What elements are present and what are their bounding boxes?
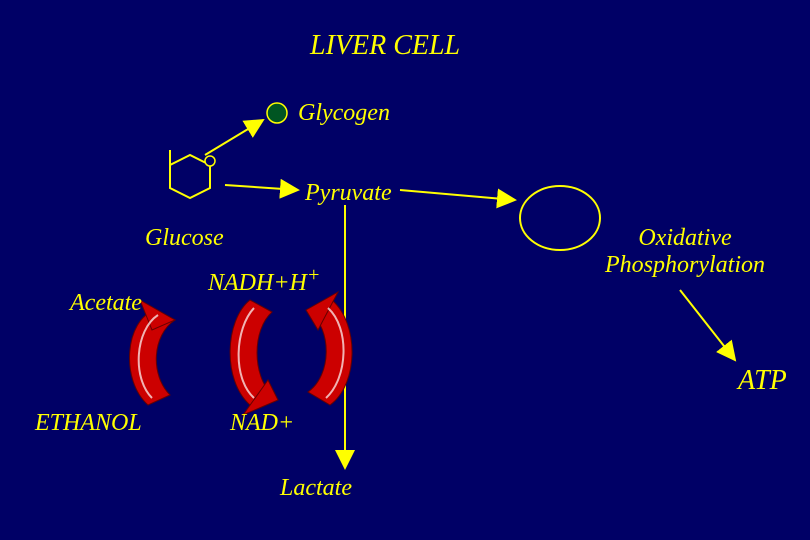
lactate-label: Lactate bbox=[280, 475, 352, 502]
pyruvate-label: Pyruvate bbox=[305, 180, 392, 207]
acetate-label: Acetate bbox=[70, 290, 142, 317]
nadh-label: NADH+H+ bbox=[208, 264, 320, 297]
ethanol-label: ETHANOL bbox=[35, 410, 142, 437]
title-label: LIVER CELL bbox=[310, 30, 460, 62]
pyruvate-to-oxphos bbox=[400, 190, 515, 200]
diagram-stage: LIVER CELL Glycogen Pyruvate Glucose NAD… bbox=[0, 0, 810, 540]
glucose-to-glycogen bbox=[205, 120, 263, 155]
nad-label: NAD+ bbox=[230, 410, 294, 437]
oxidative-phosphorylation-label: OxidativePhosphorylation bbox=[605, 225, 765, 279]
glucose-label: Glucose bbox=[145, 225, 224, 252]
atp-label: ATP bbox=[738, 365, 787, 397]
glucose-to-pyruvate bbox=[225, 185, 298, 190]
oxphos-to-atp bbox=[680, 290, 735, 360]
glycogen-label: Glycogen bbox=[298, 100, 390, 127]
